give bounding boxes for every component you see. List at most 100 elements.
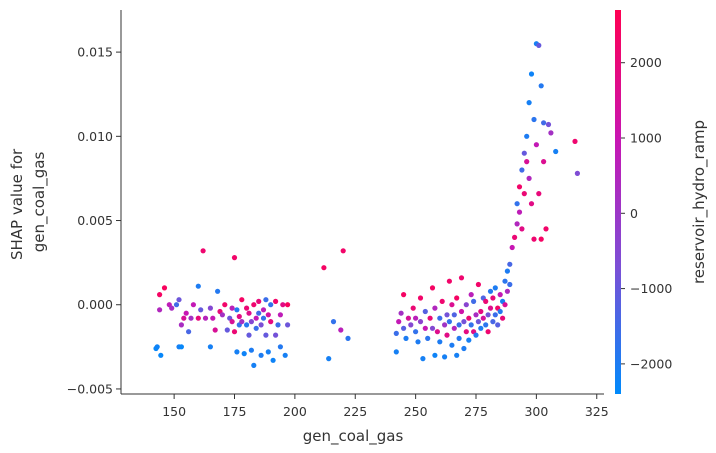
- data-point: [538, 236, 544, 242]
- data-point: [541, 120, 547, 126]
- data-point: [543, 226, 549, 232]
- colorbar-tick-label: 0: [630, 206, 638, 221]
- data-point: [398, 310, 404, 316]
- data-point: [173, 302, 180, 308]
- colorbar-tick-label: 1000: [630, 131, 662, 146]
- data-point: [169, 305, 175, 311]
- data-point: [454, 295, 460, 301]
- data-point: [458, 308, 465, 315]
- data-point: [449, 302, 455, 308]
- data-point: [528, 71, 535, 77]
- data-point: [253, 325, 259, 331]
- data-point: [434, 329, 440, 335]
- data-point: [521, 191, 527, 197]
- data-point: [248, 347, 254, 353]
- data-point: [251, 362, 257, 368]
- colorbar: [615, 10, 621, 394]
- data-point: [222, 302, 228, 308]
- data-point: [429, 285, 436, 291]
- data-point: [483, 298, 489, 304]
- x-tick-label: 325: [585, 404, 609, 419]
- data-point: [574, 170, 581, 176]
- data-point: [275, 322, 281, 328]
- data-point: [497, 308, 503, 315]
- data-point: [456, 322, 462, 328]
- data-point: [519, 167, 525, 173]
- data-point: [338, 327, 344, 333]
- data-point: [178, 344, 184, 350]
- data-point: [427, 315, 433, 321]
- data-point: [410, 305, 416, 311]
- data-point: [186, 329, 192, 335]
- data-point: [463, 329, 469, 335]
- data-point: [246, 332, 252, 338]
- data-point: [497, 292, 503, 298]
- data-point: [403, 335, 409, 341]
- x-tick-label: 175: [223, 404, 247, 419]
- data-point: [536, 42, 542, 49]
- data-point: [478, 325, 484, 331]
- data-point: [234, 307, 240, 313]
- data-point: [282, 352, 288, 358]
- data-point: [260, 307, 267, 313]
- x-ticks: 150 175 200 225 250 275 300 325: [162, 394, 609, 419]
- y-axis-label-line-2: gen_coal_gas: [30, 152, 49, 253]
- data-point: [321, 265, 327, 271]
- data-point: [210, 315, 216, 321]
- data-point: [422, 325, 428, 331]
- data-point: [195, 283, 201, 289]
- data-point: [417, 295, 424, 301]
- data-point: [244, 305, 250, 311]
- data-point: [258, 322, 264, 328]
- data-point: [446, 319, 452, 325]
- data-point: [432, 352, 438, 358]
- data-point: [181, 315, 187, 321]
- data-point: [157, 307, 163, 313]
- data-point: [502, 302, 508, 308]
- data-point: [572, 138, 578, 144]
- data-point: [504, 288, 510, 294]
- data-point: [268, 302, 274, 308]
- data-point: [480, 315, 486, 321]
- data-point: [509, 244, 515, 251]
- data-point: [265, 312, 271, 318]
- data-point: [490, 295, 496, 301]
- data-point: [545, 121, 552, 128]
- data-point: [531, 116, 537, 123]
- data-point: [425, 335, 431, 341]
- data-point: [280, 302, 286, 308]
- data-point: [285, 322, 291, 328]
- scatter-points: [153, 41, 581, 368]
- y-tick-label: 0.010: [77, 129, 113, 144]
- data-point: [458, 275, 465, 281]
- data-point: [277, 312, 283, 318]
- data-point: [524, 133, 530, 139]
- data-point: [178, 322, 184, 328]
- data-point: [536, 191, 542, 197]
- data-point: [475, 281, 481, 288]
- data-point: [478, 308, 484, 315]
- data-point: [454, 352, 460, 358]
- data-point: [224, 327, 230, 333]
- data-point: [442, 354, 448, 360]
- data-point: [466, 315, 472, 321]
- data-point: [244, 322, 250, 328]
- data-point: [516, 184, 523, 190]
- data-point: [516, 209, 523, 215]
- x-tick-label: 250: [404, 404, 428, 419]
- data-point: [219, 312, 225, 318]
- data-point: [260, 315, 267, 321]
- data-point: [207, 344, 213, 350]
- data-point: [471, 298, 477, 304]
- data-point: [429, 325, 436, 331]
- data-point: [190, 302, 196, 308]
- data-point: [461, 319, 467, 325]
- colorbar-ticks: 2000 1000 0 −1000 −2000: [621, 55, 672, 371]
- x-tick-label: 200: [283, 404, 307, 419]
- data-point: [487, 305, 494, 311]
- data-point: [526, 175, 532, 181]
- data-point: [444, 332, 450, 338]
- y-tick-label: 0.005: [77, 213, 113, 228]
- data-point: [268, 319, 274, 325]
- data-point: [524, 159, 530, 165]
